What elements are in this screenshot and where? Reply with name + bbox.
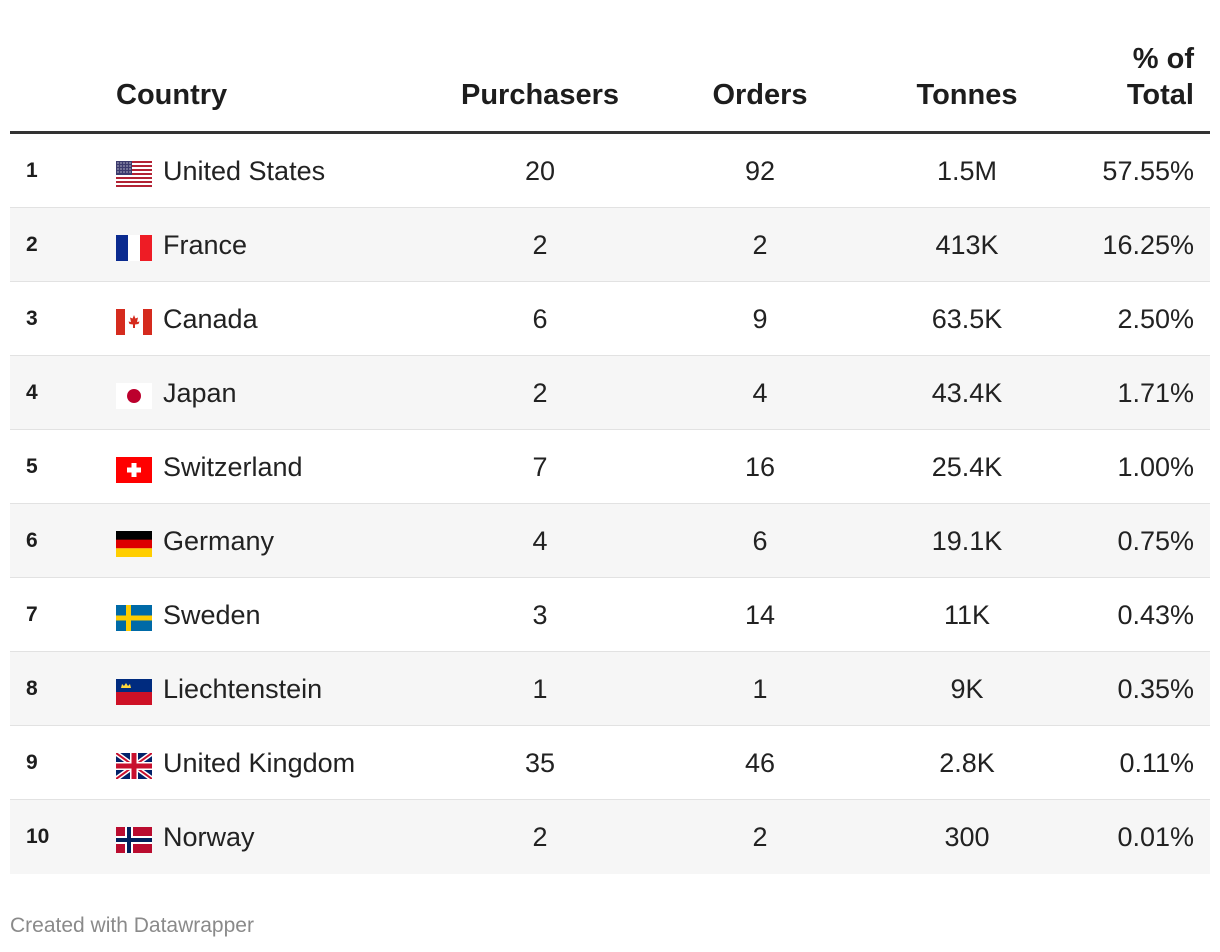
rank-cell: 5 <box>26 455 38 478</box>
purchasers-cell: 6 <box>532 304 548 334</box>
rank-cell: 9 <box>26 751 38 774</box>
ca-flag-icon <box>116 309 152 335</box>
country-cell: Japan <box>163 378 237 408</box>
no-flag-icon <box>116 827 152 853</box>
percent-cell: 57.55% <box>1102 156 1194 186</box>
orders-cell: 92 <box>744 156 776 186</box>
country-cell: United States <box>163 156 326 186</box>
table-row: 6 Germany 4 6 19.1K 0.75% <box>10 504 1210 578</box>
header-percent-line1: % of <box>1132 43 1194 75</box>
table-row: 9 United Kingdom 35 46 2.8K 0.11% <box>10 726 1210 800</box>
purchasers-cell: 35 <box>524 748 556 778</box>
gb-flag-icon <box>116 753 152 779</box>
header-percent-of-total[interactable]: % of Total <box>1074 41 1194 113</box>
orders-cell: 46 <box>744 748 776 778</box>
purchasers-cell: 4 <box>532 526 548 556</box>
header-country[interactable]: Country <box>116 79 228 111</box>
purchasers-cell: 7 <box>532 452 548 482</box>
rank-cell: 1 <box>26 159 38 182</box>
tonnes-cell: 413K <box>935 230 999 260</box>
table-row: 3 Canada 6 9 63.5K 2.50% <box>10 282 1210 356</box>
country-cell: Sweden <box>163 600 261 630</box>
country-cell: Germany <box>163 526 275 556</box>
table-row: 5 Switzerland 7 16 25.4K 1.00% <box>10 430 1210 504</box>
percent-cell: 0.35% <box>1117 674 1194 704</box>
country-cell: Liechtenstein <box>163 674 323 704</box>
tonnes-cell: 25.4K <box>931 452 1003 482</box>
jp-flag-icon <box>116 383 152 409</box>
ch-flag-icon <box>116 457 152 483</box>
se-flag-icon <box>116 605 152 631</box>
purchasers-cell: 20 <box>524 156 556 186</box>
tonnes-cell: 63.5K <box>931 304 1003 334</box>
orders-cell: 1 <box>752 674 768 704</box>
percent-cell: 0.43% <box>1117 600 1194 630</box>
orders-cell: 2 <box>752 230 768 260</box>
purchasers-cell: 2 <box>532 822 548 852</box>
table-row: 4 Japan 2 4 43.4K 1.71% <box>10 356 1210 430</box>
rank-cell: 8 <box>26 677 38 700</box>
orders-cell: 2 <box>752 822 768 852</box>
tonnes-cell: 19.1K <box>931 526 1003 556</box>
rank-cell: 3 <box>26 307 38 330</box>
de-flag-icon <box>116 531 152 557</box>
table-row: 1 United States 20 92 1.5M 57.55% <box>10 134 1210 208</box>
table-header: Country Purchasers Orders Tonnes % of To… <box>10 0 1210 134</box>
orders-cell: 4 <box>752 378 768 408</box>
purchasers-cell: 1 <box>532 674 548 704</box>
table-row: 7 Sweden 3 14 11K 0.43% <box>10 578 1210 652</box>
country-cell: United Kingdom <box>163 748 356 778</box>
header-purchasers[interactable]: Purchasers <box>461 79 619 111</box>
country-cell: France <box>163 230 248 260</box>
footer-credit: Created with Datawrapper <box>10 914 254 937</box>
rank-cell: 4 <box>26 381 38 404</box>
percent-cell: 0.11% <box>1119 748 1194 778</box>
percent-cell: 1.71% <box>1117 378 1194 408</box>
purchasers-cell: 2 <box>532 378 548 408</box>
table-row: 2 France 2 2 413K 16.25% <box>10 208 1210 282</box>
orders-cell: 6 <box>752 526 768 556</box>
tonnes-cell: 9K <box>950 674 984 704</box>
percent-cell: 1.00% <box>1117 452 1194 482</box>
orders-cell: 16 <box>744 452 776 482</box>
country-cell: Norway <box>163 822 255 852</box>
tonnes-cell: 1.5M <box>936 156 998 186</box>
orders-cell: 14 <box>744 600 776 630</box>
fr-flag-icon <box>116 235 152 261</box>
rank-cell: 2 <box>26 233 38 256</box>
header-percent-line2: Total <box>1126 79 1194 111</box>
purchasers-cell: 3 <box>532 600 548 630</box>
purchasers-cell: 2 <box>532 230 548 260</box>
percent-cell: 16.25% <box>1102 230 1194 260</box>
percent-cell: 2.50% <box>1117 304 1194 334</box>
tonnes-cell: 11K <box>943 600 991 630</box>
tonnes-cell: 300 <box>944 822 990 852</box>
percent-cell: 0.01% <box>1117 822 1194 852</box>
table-row: 8 Liechtenstein 1 1 9K 0.35% <box>10 652 1210 726</box>
us-flag-icon <box>116 161 152 187</box>
rank-cell: 10 <box>26 825 50 848</box>
rank-cell: 6 <box>26 529 38 552</box>
percent-cell: 0.75% <box>1117 526 1194 556</box>
header-orders[interactable]: Orders <box>712 79 808 111</box>
table-body: 1 United States 20 92 1.5M 57.55% 2 France 2 2 413… <box>10 134 1210 874</box>
orders-cell: 9 <box>752 304 768 334</box>
rank-cell: 7 <box>26 603 38 626</box>
li-flag-icon <box>116 679 152 705</box>
country-cell: Switzerland <box>163 452 303 482</box>
tonnes-cell: 43.4K <box>931 378 1003 408</box>
header-tonnes[interactable]: Tonnes <box>916 79 1018 111</box>
country-cell: Canada <box>163 304 258 334</box>
table-row: 10 Norway 2 2 300 0.01% <box>10 800 1210 874</box>
data-table: Country Purchasers Orders Tonnes % of To… <box>10 0 1210 874</box>
tonnes-cell: 2.8K <box>939 748 995 778</box>
